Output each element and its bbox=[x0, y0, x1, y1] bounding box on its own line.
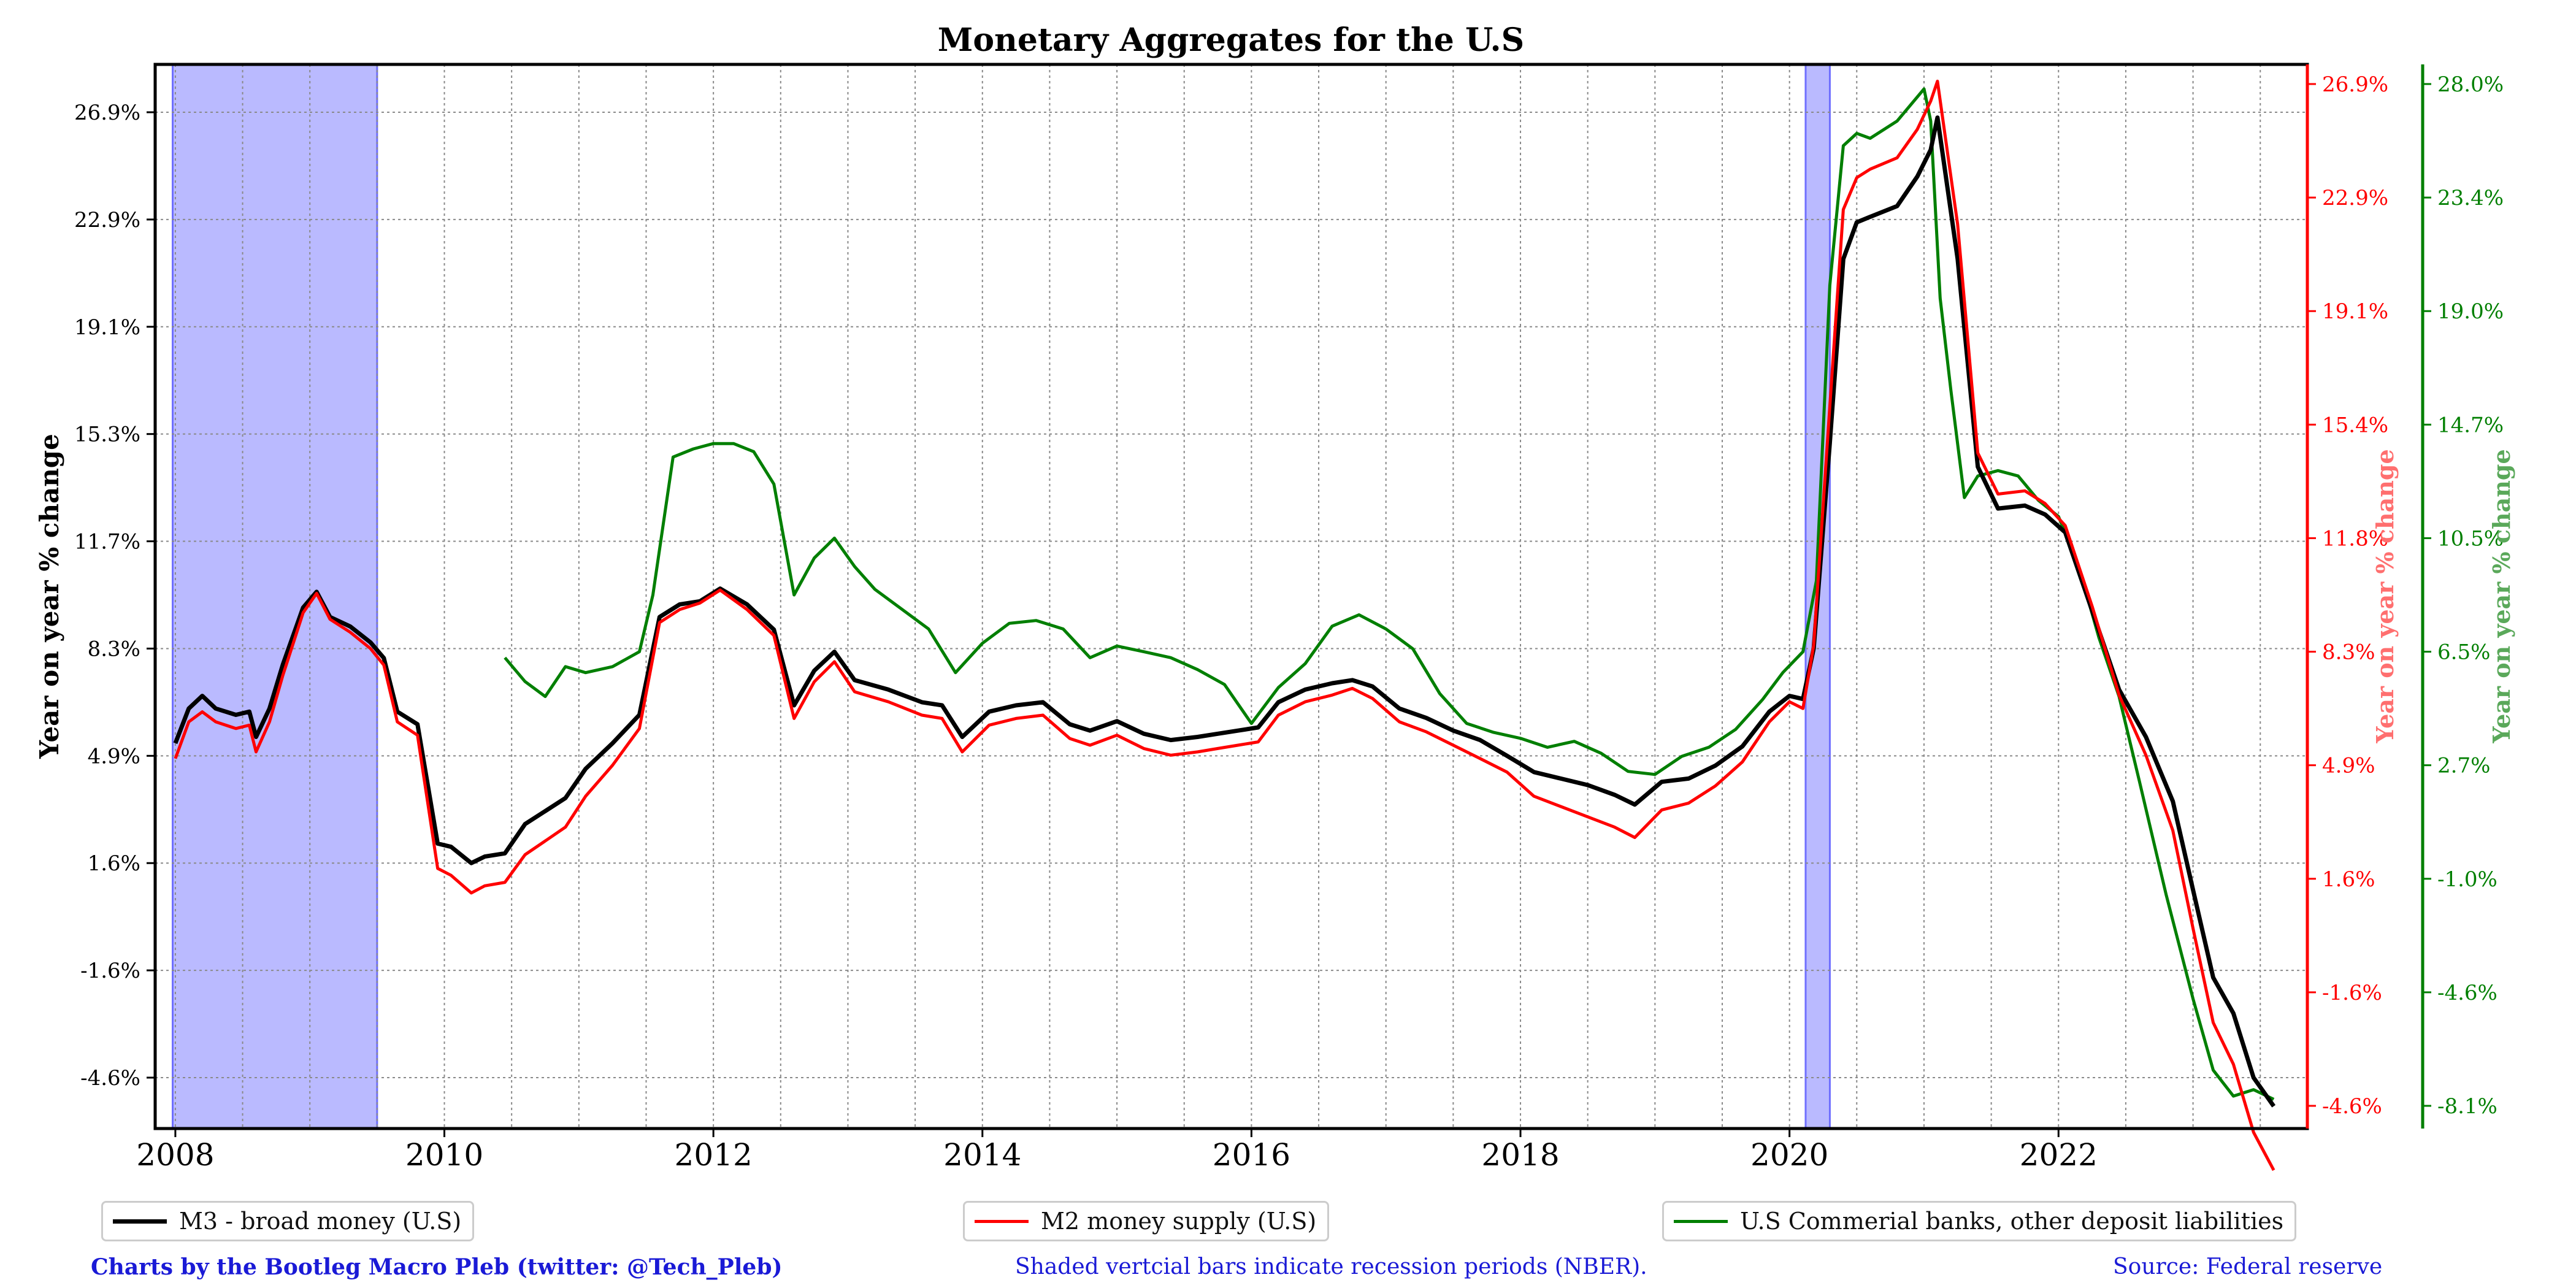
y-left-tick-label: 11.7% bbox=[74, 530, 140, 554]
series-line-1 bbox=[173, 115, 2276, 1108]
legend-m2: M2 money supply (U.S) bbox=[963, 1201, 1330, 1241]
y-red-tick-label: -1.6% bbox=[2322, 981, 2382, 1005]
y-green-tick-label: 10.5% bbox=[2437, 526, 2504, 551]
red-axis-label: Year on year % change bbox=[2371, 449, 2399, 743]
y-left-tick-label: 1.6% bbox=[88, 851, 140, 876]
x-tick-label: 2010 bbox=[405, 1137, 483, 1173]
x-tick-label: 2014 bbox=[943, 1137, 1021, 1173]
left-axis-label: Year on year % change bbox=[34, 434, 64, 759]
y-green-tick-label: 14.7% bbox=[2437, 413, 2504, 437]
legend-swatch-m2 bbox=[975, 1219, 1029, 1223]
legend-label-m3: M3 - broad money (U.S) bbox=[179, 1208, 462, 1235]
y-green-tick-label: -8.1% bbox=[2437, 1094, 2497, 1119]
series-lines bbox=[173, 79, 2276, 1171]
y-left-tick-label: 4.9% bbox=[88, 744, 140, 769]
chart-title: Monetary Aggregates for the U.S bbox=[938, 21, 1524, 59]
x-tick-label: 2016 bbox=[1213, 1137, 1290, 1173]
y-left-tick-label: -1.6% bbox=[80, 959, 140, 983]
green-axis-label: Year on year % change bbox=[2488, 449, 2515, 743]
y-red-tick-label: 26.9% bbox=[2322, 72, 2388, 97]
y-red-tick-label: 8.3% bbox=[2322, 640, 2375, 665]
x-tick-label: 2018 bbox=[1481, 1137, 1559, 1173]
y-red-tick-label: 22.9% bbox=[2322, 186, 2388, 210]
recession-bars bbox=[172, 63, 1831, 1130]
y-red-tick-label: 15.4% bbox=[2322, 413, 2388, 437]
y-green-tick-label: -4.6% bbox=[2437, 981, 2497, 1005]
footer-source: Source: Federal reserve bbox=[2113, 1254, 2383, 1279]
x-tick-label: 2020 bbox=[1750, 1137, 1828, 1173]
grid bbox=[155, 64, 2307, 1129]
legend-deposits: U.S Commerial banks, other deposit liabi… bbox=[1662, 1201, 2297, 1241]
y-red-tick-label: 19.1% bbox=[2322, 299, 2388, 324]
y-left-tick-label: 8.3% bbox=[88, 637, 140, 661]
legend-label-deposits: U.S Commerial banks, other deposit liabi… bbox=[1740, 1208, 2284, 1235]
y-red-tick-label: 4.9% bbox=[2322, 754, 2375, 778]
legend-label-m2: M2 money supply (U.S) bbox=[1041, 1208, 1317, 1235]
x-tick-label: 2012 bbox=[675, 1137, 753, 1173]
y-green-tick-label: 6.5% bbox=[2437, 640, 2490, 665]
legend-m3: M3 - broad money (U.S) bbox=[101, 1201, 475, 1241]
legend-swatch-deposits bbox=[1674, 1219, 1728, 1223]
x-tick-label: 2022 bbox=[2020, 1137, 2098, 1173]
y-green-tick-label: 2.7% bbox=[2437, 754, 2490, 778]
y-green-tick-label: 19.0% bbox=[2437, 299, 2504, 324]
y-green-tick-label: 28.0% bbox=[2437, 72, 2504, 97]
recession-bar-1 bbox=[172, 63, 378, 1130]
y-red-tick-label: 11.8% bbox=[2322, 526, 2388, 551]
y-red-tick-label: -4.6% bbox=[2322, 1094, 2382, 1119]
y-left-tick-label: 19.1% bbox=[74, 315, 140, 340]
footer-credit: Charts by the Bootleg Macro Pleb (twitte… bbox=[91, 1254, 783, 1280]
y-green-tick-label: -1.0% bbox=[2437, 867, 2497, 892]
legend-swatch-m3 bbox=[113, 1219, 167, 1224]
y-left-tick-label: 22.9% bbox=[74, 208, 140, 232]
y-left-tick-label: -4.6% bbox=[80, 1066, 140, 1091]
x-tick-label: 2008 bbox=[136, 1137, 214, 1173]
y-left-tick-label: 26.9% bbox=[74, 101, 140, 125]
footer-note: Shaded vertcial bars indicate recession … bbox=[1015, 1254, 1647, 1279]
y-red-tick-label: 1.6% bbox=[2322, 867, 2375, 892]
y-left-tick-label: 15.3% bbox=[74, 423, 140, 447]
series-line-2 bbox=[174, 79, 2275, 1171]
y-green-tick-label: 23.4% bbox=[2437, 186, 2504, 210]
plot-frame bbox=[153, 63, 2309, 1130]
ticks: 2008 2010 2012 2014 2016 2018 2020 2022 26.9% 22.… bbox=[74, 72, 2504, 1173]
series-line-3 bbox=[504, 87, 2275, 1101]
